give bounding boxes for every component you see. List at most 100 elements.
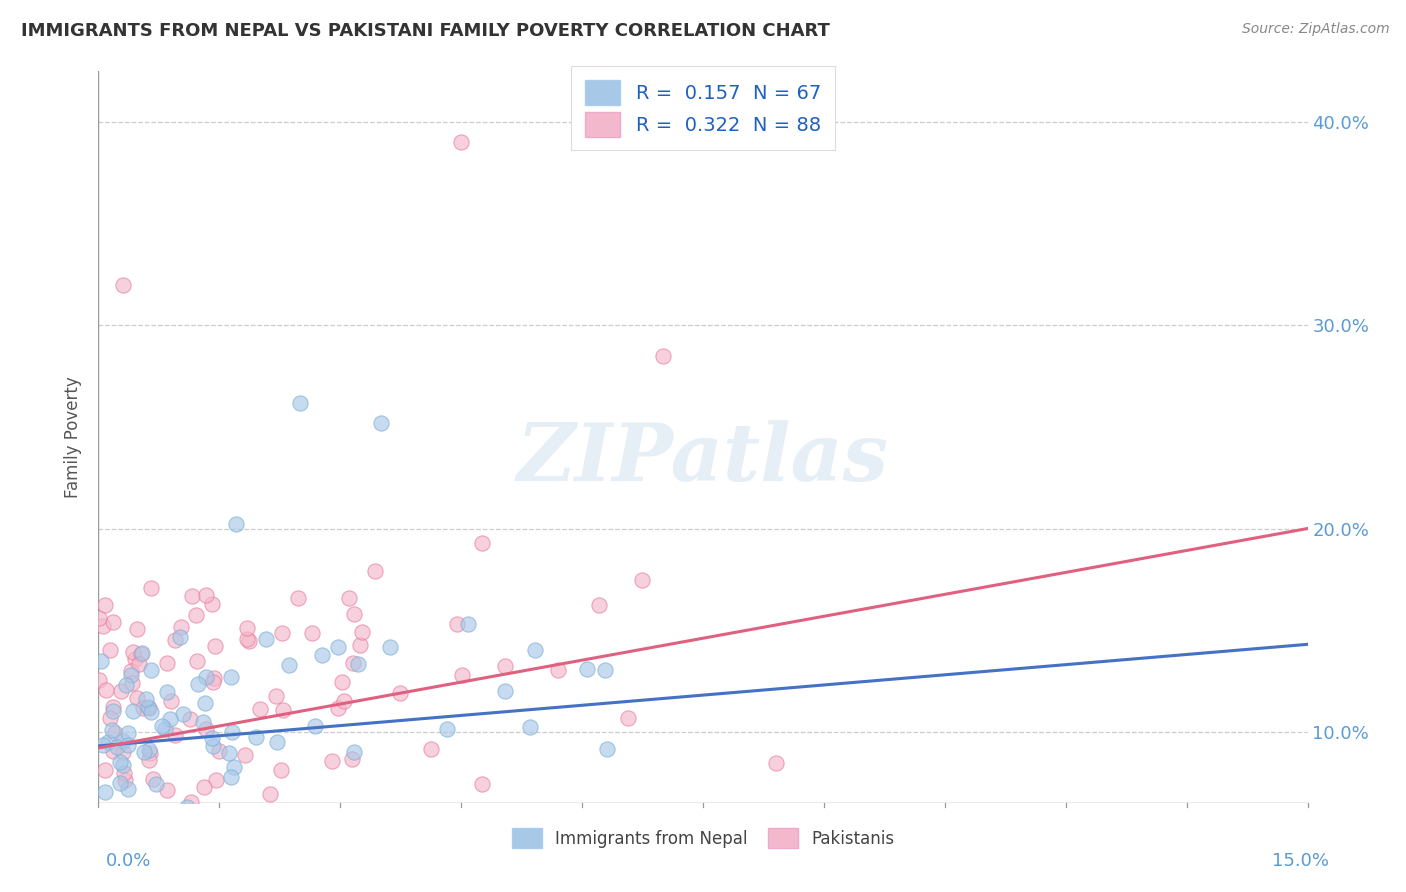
Point [204, 773, 226, 788]
Point [98, 711, 121, 725]
Point [524, 642, 547, 657]
Point [225, 516, 247, 531]
Point [186, 655, 208, 669]
Point [451, 668, 474, 682]
Point [201, 731, 224, 745]
Point [235, 632, 257, 647]
Point [321, 755, 343, 769]
Point [138, 701, 160, 715]
Point [195, 588, 218, 602]
Point [287, 591, 309, 606]
Point [471, 536, 494, 550]
Point [91, 619, 114, 633]
Point [169, 630, 191, 644]
Point [94, 764, 117, 778]
Point [142, 772, 165, 786]
Point [110, 775, 132, 789]
Point [128, 657, 150, 672]
Point [184, 608, 207, 623]
Point [273, 703, 295, 717]
Point [218, 746, 240, 760]
Point [270, 763, 292, 777]
Point [651, 349, 673, 363]
Text: IMMIGRANTS FROM NEPAL VS PAKISTANI FAMILY POVERTY CORRELATION CHART: IMMIGRANTS FROM NEPAL VS PAKISTANI FAMIL… [21, 22, 830, 40]
Point [127, 691, 149, 706]
Point [139, 705, 162, 719]
Point [221, 724, 243, 739]
Point [446, 616, 468, 631]
Point [135, 692, 157, 706]
Point [202, 739, 225, 753]
Point [202, 671, 225, 685]
Point [127, 622, 149, 636]
Point [117, 738, 139, 752]
Point [259, 787, 281, 801]
Point [112, 766, 135, 780]
Point [494, 659, 516, 673]
Point [90, 816, 112, 830]
Point [134, 746, 156, 760]
Point [93, 598, 115, 612]
Point [93, 738, 115, 752]
Point [194, 696, 217, 710]
Point [413, 816, 436, 830]
Point [131, 646, 153, 660]
Point [238, 634, 260, 648]
Point [304, 719, 326, 733]
Point [172, 707, 194, 722]
Point [233, 748, 256, 763]
Point [193, 715, 215, 730]
Point [165, 728, 187, 742]
Point [114, 678, 136, 692]
Point [346, 657, 368, 672]
Point [264, 689, 287, 703]
Point [101, 615, 124, 629]
Point [120, 668, 142, 682]
Text: 0.0%: 0.0% [105, 852, 150, 870]
Point [236, 621, 259, 635]
Point [159, 713, 181, 727]
Point [342, 656, 364, 670]
Point [519, 720, 541, 734]
Point [101, 700, 124, 714]
Point [155, 684, 177, 698]
Point [593, 664, 616, 678]
Point [117, 725, 139, 739]
Point [337, 591, 360, 605]
Point [112, 733, 135, 747]
Point [288, 395, 311, 409]
Point [122, 704, 145, 718]
Point [457, 616, 479, 631]
Point [201, 597, 224, 611]
Point [112, 758, 135, 772]
Point [349, 638, 371, 652]
Point [195, 669, 218, 683]
Point [278, 658, 301, 673]
Point [105, 739, 128, 754]
Point [145, 777, 167, 791]
Point [494, 684, 516, 698]
Point [98, 643, 121, 657]
Point [94, 682, 117, 697]
Point [163, 632, 186, 647]
Point [180, 796, 202, 810]
Point [110, 684, 132, 698]
Point [202, 675, 225, 690]
Point [121, 676, 143, 690]
Point [364, 564, 387, 578]
Point [181, 590, 204, 604]
Point [380, 640, 402, 654]
Point [301, 626, 323, 640]
Point [114, 773, 136, 788]
Legend: Immigrants from Nepal, Pakistanis: Immigrants from Nepal, Pakistanis [503, 820, 903, 856]
Point [193, 780, 215, 795]
Point [142, 816, 165, 830]
Point [103, 744, 125, 758]
Point [219, 670, 242, 684]
Point [110, 756, 132, 770]
Point [343, 607, 366, 621]
Point [765, 756, 787, 770]
Point [208, 744, 231, 758]
Point [122, 645, 145, 659]
Point [124, 652, 146, 666]
